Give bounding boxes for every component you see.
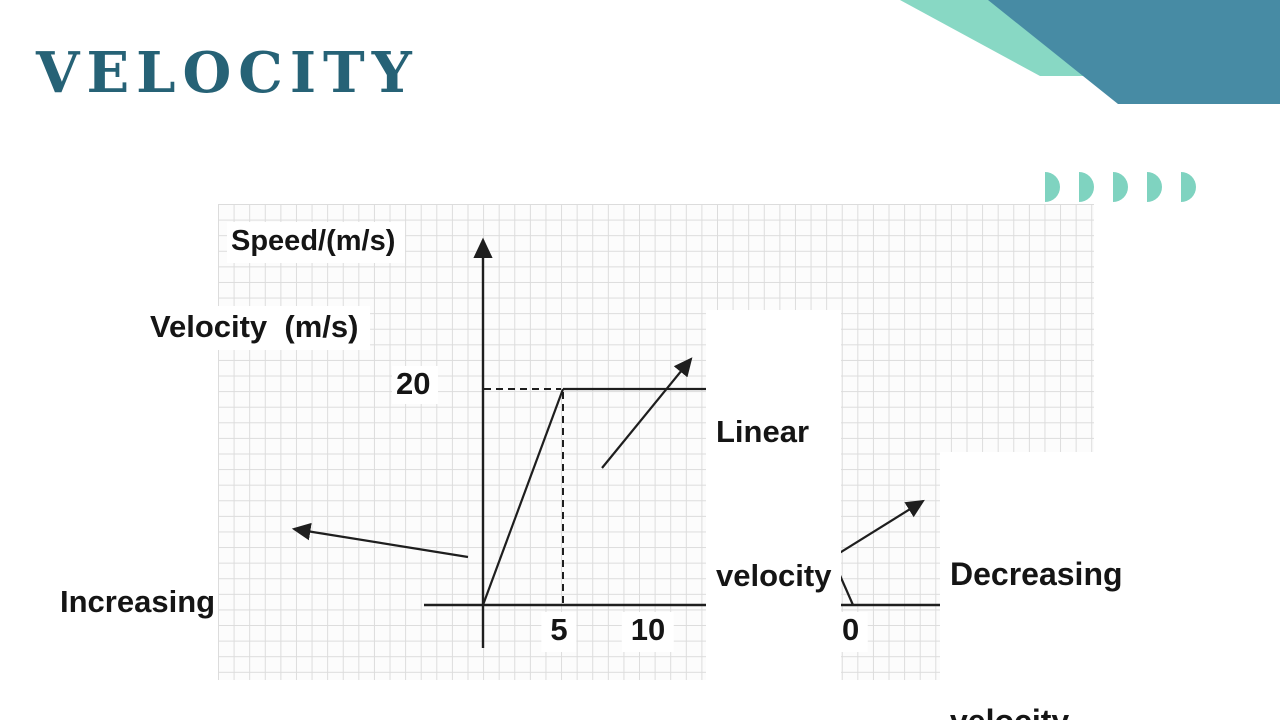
chevron-row xyxy=(1045,172,1196,202)
y-axis-label-speed: Speed/(m/s) xyxy=(227,222,406,264)
annotation-increasing-line1: Increasing xyxy=(60,584,216,619)
annotation-linear-line1: Linear xyxy=(716,414,810,449)
annotation-linear-line2: velocity xyxy=(716,558,832,593)
chevron-icon xyxy=(1147,172,1162,202)
annotation-decreasing-velocity: Decreasing velocity xyxy=(940,452,1133,720)
slide-title: VELOCITY xyxy=(36,40,419,106)
chevron-icon xyxy=(1113,172,1128,202)
annotation-linear-velocity: Linear velocity xyxy=(706,310,842,698)
x-tick-5: 5 xyxy=(541,612,577,652)
chevron-icon xyxy=(1181,172,1196,202)
annotation-decreasing-line1: Decreasing xyxy=(950,556,1123,592)
annotation-increasing-velocity: Increasing velocity xyxy=(60,482,215,720)
chevron-icon xyxy=(1045,172,1060,202)
x-tick-10: 10 xyxy=(621,612,675,652)
y-tick-20: 20 xyxy=(392,366,439,404)
chevron-icon xyxy=(1079,172,1094,202)
annotation-decreasing-line2: velocity xyxy=(950,697,1123,720)
y-axis-label-velocity: Velocity (m/s) xyxy=(146,306,371,350)
